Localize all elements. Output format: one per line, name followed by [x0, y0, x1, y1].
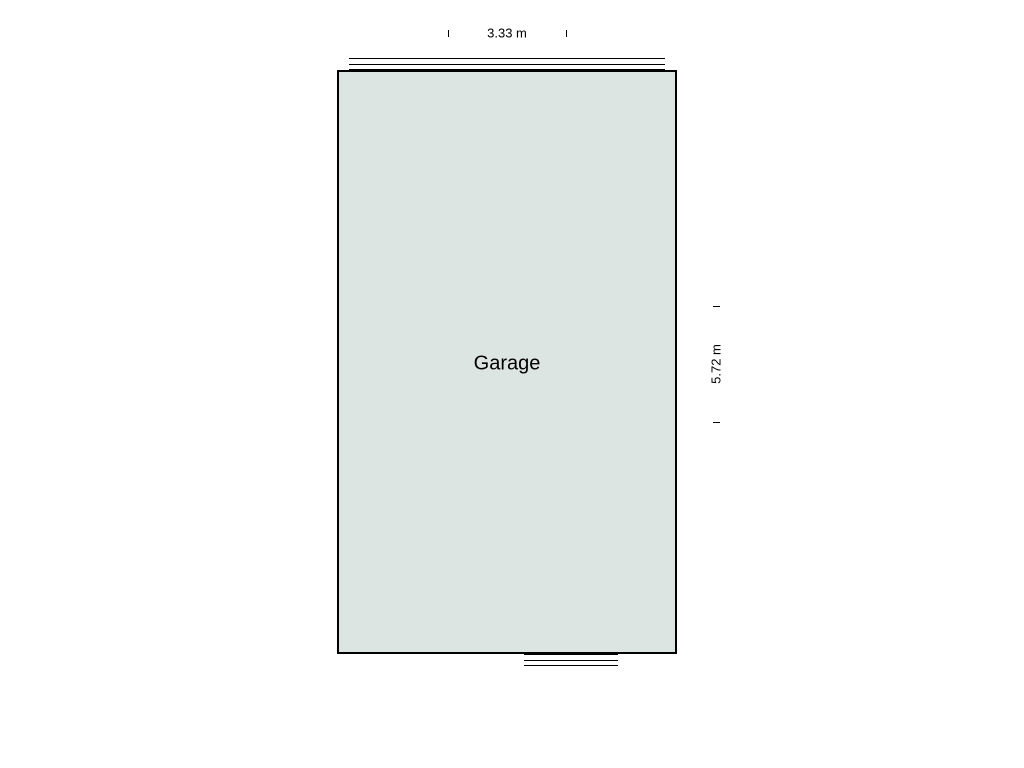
- garage-door-opening: [349, 58, 665, 70]
- height-tick-top: [713, 306, 720, 307]
- height-tick-bottom: [713, 422, 720, 423]
- width-tick-left: [448, 30, 449, 37]
- room-label-garage: Garage: [474, 353, 541, 376]
- width-dimension-label: 3.33 m: [485, 27, 529, 40]
- floorplan-canvas: Garage 3.33 m 5.72 m: [0, 0, 1024, 768]
- width-tick-right: [566, 30, 567, 37]
- height-dimension-label: 5.72 m: [710, 342, 723, 386]
- side-door-opening: [524, 654, 618, 666]
